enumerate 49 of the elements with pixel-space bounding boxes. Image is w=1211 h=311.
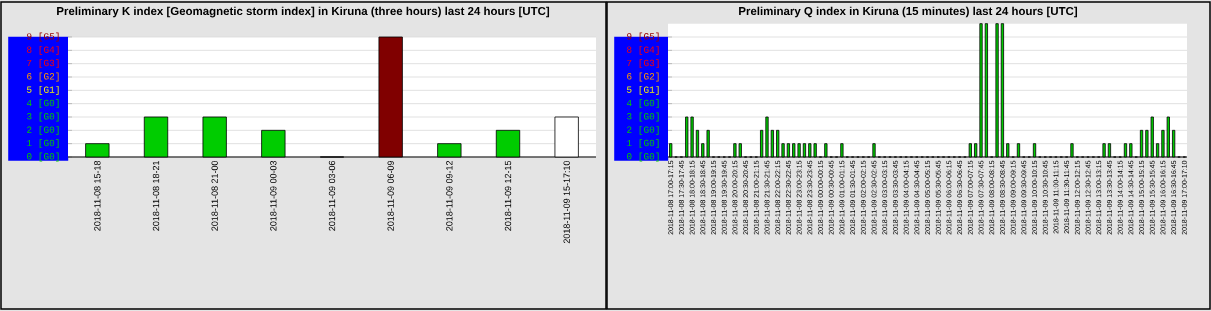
text: [G0] xyxy=(39,99,59,109)
y-tick-label: 0 xyxy=(26,153,32,160)
text: [G0] xyxy=(639,125,659,135)
y-tick-label: 6 xyxy=(27,73,32,80)
text: [G2] xyxy=(639,72,659,82)
x-tick-label: 2018-11-08 15-18 xyxy=(94,160,101,231)
chart-title: Preliminary K index [Geomagnetic storm index] in Kiruna (three hours) last 24 hours [UTC] xyxy=(57,6,550,18)
y-tick-label: 0 xyxy=(626,153,632,160)
text: [G0] xyxy=(639,99,659,109)
text: [G1] xyxy=(639,85,659,95)
text: [G0] xyxy=(39,152,59,162)
y-tick-label: 1 xyxy=(27,139,32,147)
text: [G3] xyxy=(39,59,59,69)
y-tick-label: 7 xyxy=(627,59,632,67)
y-tick-label: 8 xyxy=(627,46,632,53)
text: [G1] xyxy=(39,85,59,95)
y-tick-label: 2 xyxy=(27,126,32,133)
text: [G0] xyxy=(39,139,59,149)
x-tick-label: 2018-11-09 03-06 xyxy=(328,160,336,231)
y-tick-label: 5 xyxy=(627,86,632,93)
text: [G0] xyxy=(39,125,59,135)
x-tick-label: 2018-11-08 21-00 xyxy=(211,160,218,231)
text: [G4] xyxy=(639,45,659,55)
y-tick-label: 4 xyxy=(626,99,632,107)
text: [G3] xyxy=(639,59,659,69)
text: [G0] xyxy=(639,139,659,149)
text: [G0] xyxy=(39,112,59,122)
y-tick-label: 9 xyxy=(27,33,32,40)
text: [G2] xyxy=(39,72,59,82)
y-tick-label: 6 xyxy=(627,73,632,80)
x-tick-label: 2018-11-09 15-17:10 xyxy=(563,160,570,244)
y-tick-label: 9 xyxy=(627,33,632,40)
text: [G0] xyxy=(639,152,659,162)
chart-title: Preliminary Q index in Kiruna (15 minutes) last 24 hours [UTC] xyxy=(739,6,1078,18)
y-tick-label: 2 xyxy=(627,126,632,133)
x-tick-label: 2018-11-09 06-09 xyxy=(387,160,394,231)
x-tick-label: 2018-11-08 18-21 xyxy=(152,160,160,231)
y-tick-label: 5 xyxy=(27,86,32,93)
y-tick-label: 7 xyxy=(27,59,32,67)
text: [G4] xyxy=(39,45,59,55)
y-tick-label: 3 xyxy=(627,113,632,120)
x-tick-label: 2018-11-09 09-12 xyxy=(446,161,453,231)
x-tick-label: 2018-11-09 00-03 xyxy=(270,160,277,231)
y-tick-label: 8 xyxy=(27,46,32,53)
y-tick-label: 3 xyxy=(27,113,32,120)
text: [G0] xyxy=(639,112,659,122)
y-tick-label: 1 xyxy=(627,139,632,147)
y-tick-label: 4 xyxy=(26,99,32,107)
x-tick-label: 2018-11-09 12-15 xyxy=(504,160,512,231)
